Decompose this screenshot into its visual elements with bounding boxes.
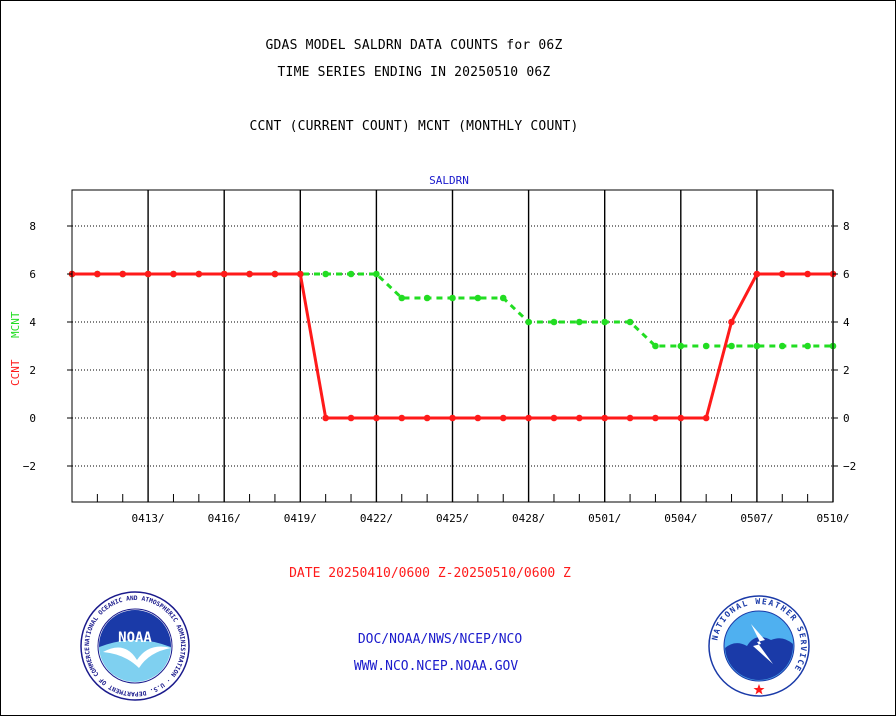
noaa-logo-text: NOAA <box>118 630 152 646</box>
mcnt-point <box>347 270 355 278</box>
mcnt-point <box>423 294 431 302</box>
ccnt-point <box>220 270 228 278</box>
x-tick-label: 0425/ <box>436 512 469 525</box>
ccnt-point <box>677 414 685 422</box>
nws-star-icon <box>753 684 765 695</box>
y-tick-label-left: −2 <box>23 460 36 473</box>
ccnt-point <box>94 270 101 278</box>
ccnt-point <box>373 414 380 422</box>
x-tick-label: 0501/ <box>588 512 621 525</box>
y-tick-label-right: −2 <box>843 460 856 473</box>
x-tick-label: 0510/ <box>816 512 849 525</box>
ccnt-point <box>449 414 456 422</box>
ccnt-point <box>474 414 482 422</box>
x-tick-label: 0507/ <box>740 512 773 525</box>
org-link[interactable]: DOC/NOAA/NWS/NCEP/NCO <box>357 632 523 647</box>
date-range-label: DATE 20250410/0600 Z-20250510/0600 Z <box>289 566 571 581</box>
mcnt-point <box>398 294 406 302</box>
ccnt-point <box>398 414 406 422</box>
ccnt-point <box>728 318 735 326</box>
x-tick-label: 0422/ <box>360 512 393 525</box>
ccnt-point <box>702 414 710 422</box>
y-axis-label-ccnt: CCNT <box>9 359 22 386</box>
y-tick-label-right: 6 <box>843 268 850 281</box>
y-tick-label-right: 4 <box>843 316 850 329</box>
y-tick-label-right: 2 <box>843 364 850 377</box>
tick-layer: −2 −2 0 0 2 2 4 4 6 6 8 8 0413/0416/0419/0422/0425/0… <box>23 220 857 525</box>
mcnt-point <box>778 342 786 350</box>
mcnt-point <box>804 342 811 350</box>
ccnt-point <box>626 414 634 422</box>
y-tick-label-left: 0 <box>29 412 36 425</box>
ccnt-point <box>271 270 279 278</box>
y-tick-label-left: 2 <box>29 364 36 377</box>
ccnt-point <box>499 414 507 422</box>
mcnt-point <box>677 342 685 350</box>
noaa-logo: NATIONAL OCEANIC AND ATMOSPHERIC ADMINIS… <box>80 591 190 701</box>
ccnt-point <box>195 270 203 278</box>
y-tick-label-left: 6 <box>29 268 36 281</box>
x-tick-label: 0416/ <box>208 512 241 525</box>
ccnt-point <box>322 414 329 422</box>
ccnt-point <box>144 270 152 278</box>
ccnt-point <box>576 414 583 422</box>
y-tick-label-right: 8 <box>843 220 850 233</box>
x-tick-label: 0504/ <box>664 512 697 525</box>
mcnt-point <box>373 270 380 278</box>
ccnt-point <box>170 270 177 278</box>
x-tick-label: 0419/ <box>284 512 317 525</box>
series-layer <box>68 270 837 422</box>
ccnt-point <box>119 270 127 278</box>
nws-logo: NATIONAL WEATHER SERVICE <box>708 595 810 697</box>
panel-title: SALDRN <box>429 174 469 187</box>
mcnt-point <box>753 342 761 350</box>
ccnt-point <box>246 270 253 278</box>
mcnt-point <box>652 342 659 350</box>
url-link[interactable]: WWW.NCO.NCEP.NOAA.GOV <box>353 659 519 674</box>
ccnt-point <box>525 414 532 422</box>
y-axis-title-left: CCNT MCNT <box>9 311 22 386</box>
chart-plot: SALDRN CCNT MCNT −2 −2 0 0 2 2 4 4 6 6 8 8 0413/0416… <box>9 174 857 525</box>
y-tick-label-right: 0 <box>843 412 850 425</box>
mcnt-point <box>702 342 710 350</box>
mcnt-point <box>728 342 735 350</box>
chart-title-line2: TIME SERIES ENDING IN 20250510 06Z <box>277 65 551 80</box>
mcnt-point <box>499 294 507 302</box>
ccnt-point <box>753 270 761 278</box>
y-tick-label-left: 4 <box>29 316 36 329</box>
mcnt-point <box>525 318 532 326</box>
ccnt-point <box>652 414 659 422</box>
ccnt-point <box>601 414 608 422</box>
ccnt-point <box>297 270 304 278</box>
x-tick-label: 0428/ <box>512 512 545 525</box>
chart-title-line1: GDAS MODEL SALDRN DATA COUNTS for 06Z <box>265 38 563 53</box>
mcnt-point <box>601 318 608 326</box>
x-tick-label: 0413/ <box>132 512 165 525</box>
mcnt-point <box>626 318 634 326</box>
mcnt-point <box>576 318 583 326</box>
plot-border <box>71 189 834 503</box>
mcnt-point <box>474 294 482 302</box>
chart-title-line3: CCNT (CURRENT COUNT) MCNT (MONTHLY COUNT… <box>249 119 579 134</box>
ccnt-point <box>550 414 558 422</box>
ccnt-point <box>804 270 811 278</box>
mcnt-point <box>449 294 456 302</box>
mcnt-point <box>550 318 558 326</box>
y-tick-label-left: 8 <box>29 220 36 233</box>
mcnt-point <box>322 270 329 278</box>
ccnt-point <box>778 270 786 278</box>
ccnt-point <box>423 414 431 422</box>
y-axis-label-mcnt: MCNT <box>9 311 22 338</box>
ccnt-point <box>347 414 355 422</box>
